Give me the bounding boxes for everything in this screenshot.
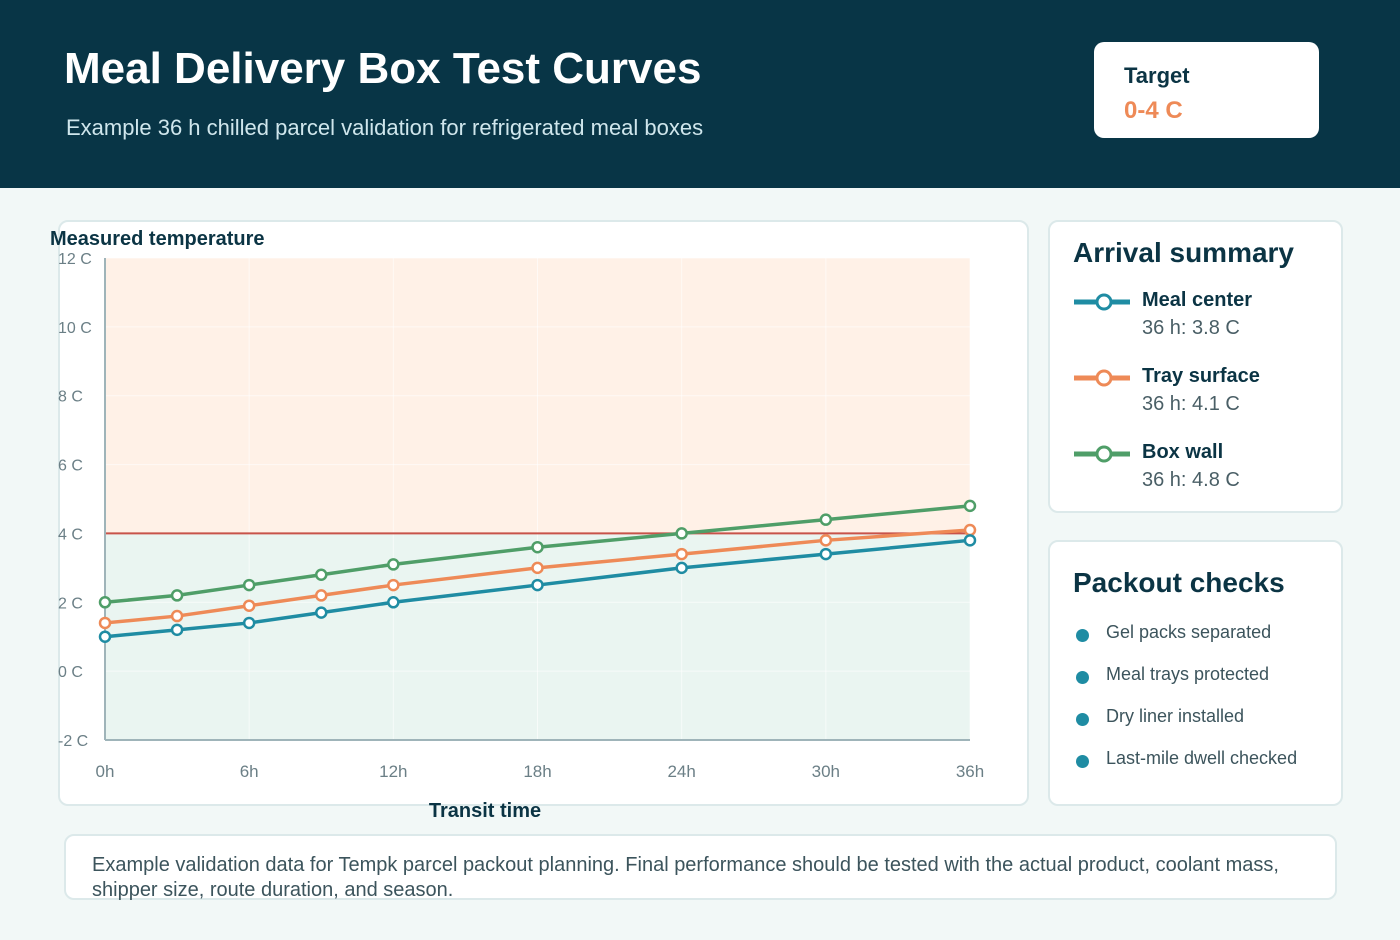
legend-value: 36 h: 4.8 C — [1142, 469, 1240, 491]
legend-item-tray-surface: Tray surface 36 h: 4.1 C — [1074, 365, 1334, 427]
legend-value: 36 h: 3.8 C — [1142, 317, 1240, 339]
legend-value: 36 h: 4.1 C — [1142, 393, 1240, 415]
check-label: Dry liner installed — [1106, 706, 1245, 726]
page-header: Meal Delivery Box Test Curves Example 36… — [0, 0, 1400, 188]
check-item: Gel packs separated — [1076, 622, 1336, 646]
packout-checks-panel: Packout checks Gel packs separated Meal … — [1048, 540, 1343, 806]
target-label: Target — [1124, 63, 1190, 88]
box-wall-legend-swatch — [1074, 445, 1130, 463]
bullet-dot-icon — [1076, 755, 1089, 768]
target-card: Target 0-4 C — [1094, 42, 1319, 138]
bullet-dot-icon — [1076, 713, 1089, 726]
check-label: Last-mile dwell checked — [1106, 748, 1298, 768]
packout-checks-title: Packout checks — [1073, 567, 1285, 598]
legend-item-box-wall: Box wall 36 h: 4.8 C — [1074, 441, 1334, 503]
target-value: 0-4 C — [1124, 97, 1183, 124]
footnote-panel: Example validation data for Tempk parcel… — [64, 834, 1337, 901]
arrival-summary-panel: Arrival summary Meal center 36 h: 3.8 C … — [1048, 220, 1343, 513]
arrival-summary-title: Arrival summary — [1073, 237, 1295, 268]
check-item: Last-mile dwell checked — [1076, 748, 1336, 772]
legend-item-meal-center: Meal center 36 h: 3.8 C — [1074, 289, 1334, 351]
meal-center-legend-swatch — [1074, 293, 1130, 311]
legend-name: Box wall — [1142, 441, 1224, 463]
footnote-text: Example validation data for Tempk parcel… — [92, 854, 1279, 901]
check-item: Meal trays protected — [1076, 664, 1336, 688]
check-item: Dry liner installed — [1076, 706, 1336, 730]
legend-name: Meal center — [1142, 289, 1253, 311]
bullet-dot-icon — [1076, 671, 1089, 684]
chart-panel — [58, 220, 1029, 806]
check-label: Gel packs separated — [1106, 622, 1272, 642]
page-title: Meal Delivery Box Test Curves — [64, 44, 702, 93]
tray-surface-legend-swatch — [1074, 369, 1130, 387]
page-subtitle: Example 36 h chilled parcel validation f… — [66, 115, 704, 140]
bullet-dot-icon — [1076, 629, 1089, 642]
legend-name: Tray surface — [1142, 365, 1260, 387]
check-label: Meal trays protected — [1106, 664, 1270, 684]
